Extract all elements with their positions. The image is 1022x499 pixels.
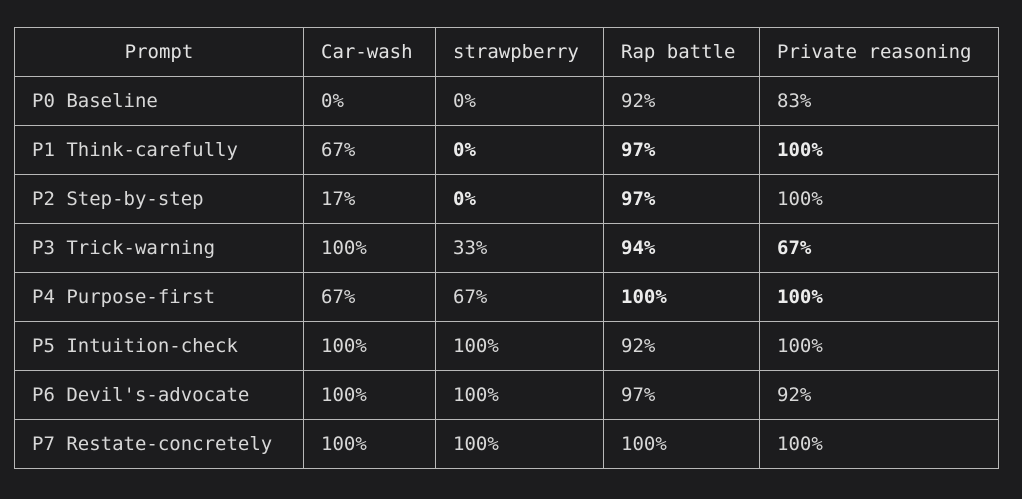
table-cell: 0% (435, 125, 604, 175)
table-row: P4 Purpose-first 67% 67% 100% 100% (14, 272, 999, 322)
table-cell: 100% (759, 419, 999, 469)
table-cell: 100% (303, 223, 436, 273)
table-row: P6 Devil's-advocate 100% 100% 97% 92% (14, 370, 999, 420)
table-body: P0 Baseline 0% 0% 92% 83% P1 Think-carefully 6… (14, 76, 999, 469)
row-label: P2 Step-by-step (14, 174, 304, 224)
results-table: Prompt Car-wash strawpberry Rap battle P… (14, 27, 999, 469)
table-cell: 100% (603, 272, 760, 322)
row-label: P5 Intuition-check (14, 321, 304, 371)
table-cell: 97% (603, 125, 760, 175)
table-cell: 100% (303, 321, 436, 371)
table-cell: 100% (303, 419, 436, 469)
header-row: Prompt Car-wash strawpberry Rap battle P… (14, 27, 999, 77)
table-cell: 100% (303, 370, 436, 420)
row-label: P3 Trick-warning (14, 223, 304, 273)
table-row: P1 Think-carefully 67% 0% 97% 100% (14, 125, 999, 175)
table-cell: 67% (303, 125, 436, 175)
table-cell: 67% (303, 272, 436, 322)
table-cell: 100% (759, 272, 999, 322)
table-cell: 0% (303, 76, 436, 126)
table-cell: 0% (435, 76, 604, 126)
table-header: Prompt Car-wash strawpberry Rap battle P… (14, 27, 999, 77)
table-cell: 97% (603, 370, 760, 420)
table-cell: 100% (435, 419, 604, 469)
table-cell: 0% (435, 174, 604, 224)
table-cell: 92% (603, 321, 760, 371)
table-cell: 100% (435, 370, 604, 420)
row-label: P4 Purpose-first (14, 272, 304, 322)
table-cell: 67% (759, 223, 999, 273)
column-header-private-reasoning: Private reasoning (759, 27, 999, 77)
table-cell: 94% (603, 223, 760, 273)
table-row: P0 Baseline 0% 0% 92% 83% (14, 76, 999, 126)
row-label: P6 Devil's-advocate (14, 370, 304, 420)
row-label: P0 Baseline (14, 76, 304, 126)
column-header-car-wash: Car-wash (303, 27, 436, 77)
table-cell: 100% (603, 419, 760, 469)
table-row: P2 Step-by-step 17% 0% 97% 100% (14, 174, 999, 224)
table-cell: 100% (759, 321, 999, 371)
table-cell: 67% (435, 272, 604, 322)
column-header-prompt: Prompt (14, 27, 304, 77)
table-cell: 97% (603, 174, 760, 224)
column-header-rap-battle: Rap battle (603, 27, 760, 77)
row-label: P1 Think-carefully (14, 125, 304, 175)
column-header-strawpberry: strawpberry (435, 27, 604, 77)
table-cell: 92% (603, 76, 760, 126)
table-cell: 33% (435, 223, 604, 273)
table-cell: 100% (435, 321, 604, 371)
table-cell: 100% (759, 125, 999, 175)
table-cell: 17% (303, 174, 436, 224)
table-row: P3 Trick-warning 100% 33% 94% 67% (14, 223, 999, 273)
table-row: P7 Restate-concretely 100% 100% 100% 100% (14, 419, 999, 469)
row-label: P7 Restate-concretely (14, 419, 304, 469)
table-cell: 83% (759, 76, 999, 126)
table-row: P5 Intuition-check 100% 100% 92% 100% (14, 321, 999, 371)
table-cell: 100% (759, 174, 999, 224)
table-cell: 92% (759, 370, 999, 420)
